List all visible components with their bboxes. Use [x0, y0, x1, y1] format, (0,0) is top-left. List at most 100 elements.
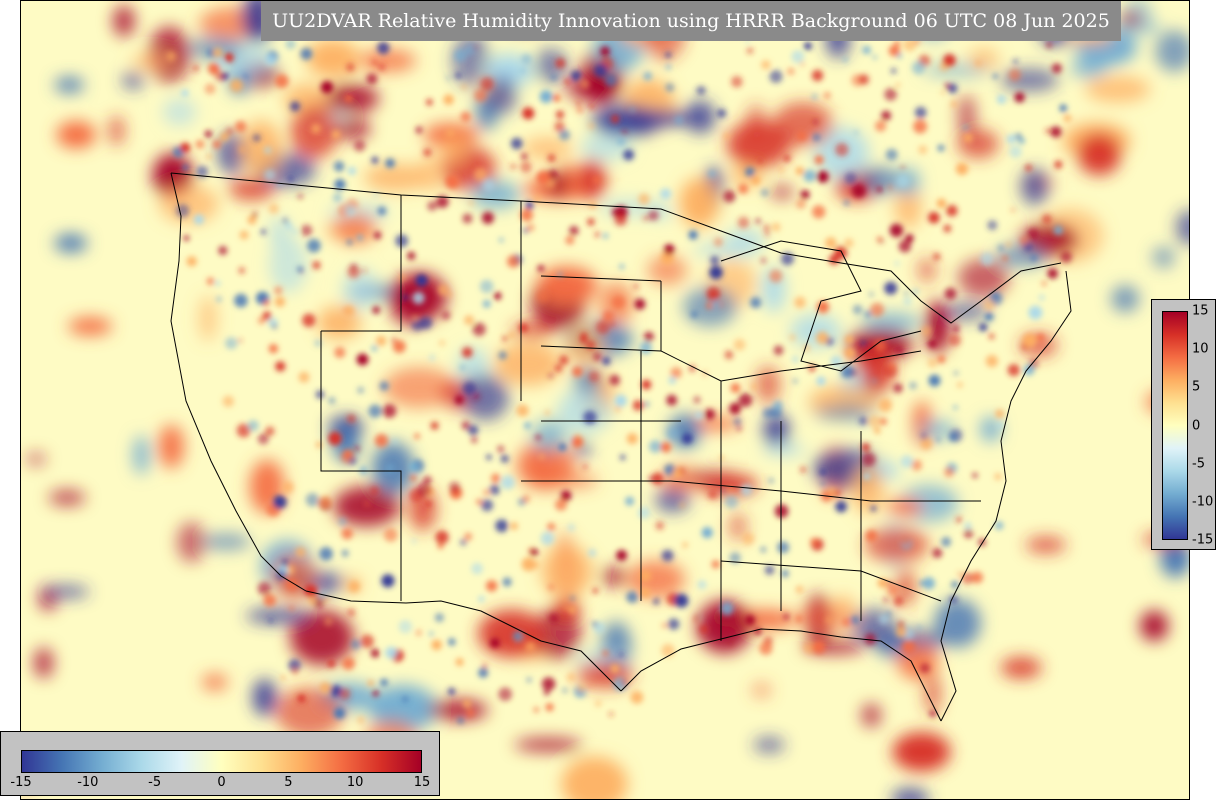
negative-innovation-speck [434, 613, 444, 623]
positive-innovation-speck [592, 176, 601, 184]
positive-innovation-blob [56, 121, 96, 149]
negative-innovation-speck [338, 517, 347, 526]
negative-innovation-speck [850, 615, 860, 625]
positive-innovation-speck [372, 306, 381, 314]
negative-innovation-speck [1039, 295, 1045, 301]
positive-innovation-speck [522, 107, 535, 120]
positive-innovation-blob [1025, 536, 1066, 554]
negative-innovation-speck [540, 531, 555, 546]
negative-innovation-speck [1023, 242, 1033, 252]
negative-innovation-speck [813, 133, 821, 142]
positive-innovation-speck [257, 582, 271, 596]
positive-innovation-blob [177, 522, 206, 563]
positive-innovation-speck [763, 224, 771, 232]
negative-innovation-speck [498, 351, 507, 360]
positive-innovation-speck [670, 367, 682, 379]
positive-innovation-speck [180, 142, 191, 153]
positive-innovation-speck [552, 94, 561, 102]
positive-innovation-speck [441, 311, 451, 320]
positive-innovation-speck [346, 414, 356, 424]
positive-innovation-speck [927, 358, 938, 368]
positive-innovation-speck [609, 321, 616, 327]
negative-innovation-speck [665, 83, 675, 92]
positive-innovation-speck [592, 588, 598, 594]
positive-innovation-speck [438, 339, 446, 346]
positive-innovation-speck [660, 442, 672, 453]
positive-innovation-speck [937, 355, 946, 363]
negative-innovation-speck [980, 252, 994, 266]
negative-innovation-speck [841, 365, 855, 379]
positive-innovation-speck [929, 710, 937, 717]
positive-innovation-speck [737, 216, 750, 229]
positive-innovation-speck [761, 60, 771, 70]
positive-innovation-speck [407, 251, 416, 260]
negative-innovation-speck [334, 179, 346, 191]
positive-innovation-speck [713, 237, 723, 247]
negative-innovation-speck [862, 45, 871, 55]
positive-innovation-speck [304, 584, 318, 598]
negative-innovation-speck [393, 439, 398, 444]
negative-innovation-speck [1006, 134, 1016, 144]
positive-innovation-speck [738, 393, 753, 407]
positive-innovation-blob [478, 609, 546, 658]
negative-innovation-speck [570, 595, 575, 601]
negative-innovation-speck [408, 462, 419, 472]
positive-innovation-speck [370, 648, 380, 658]
negative-innovation-speck [710, 255, 719, 265]
positive-innovation-speck [1014, 92, 1025, 103]
negative-innovation-speck [307, 238, 321, 253]
positive-innovation-speck [498, 687, 512, 701]
negative-innovation-blob [54, 77, 84, 93]
positive-innovation-speck [300, 224, 313, 237]
positive-innovation-blob [726, 120, 791, 168]
negative-innovation-speck [1059, 104, 1067, 112]
negative-innovation-speck [745, 167, 755, 177]
negative-innovation-speck [914, 106, 927, 119]
positive-innovation-speck [257, 317, 266, 325]
negative-innovation-speck [681, 433, 693, 444]
negative-innovation-speck [193, 214, 204, 225]
positive-innovation-speck [555, 498, 567, 511]
negative-innovation-speck [987, 220, 998, 231]
positive-innovation-speck [530, 548, 538, 556]
negative-innovation-speck [619, 264, 625, 269]
negative-innovation-speck [750, 297, 762, 309]
positive-innovation-blob [494, 342, 562, 386]
negative-innovation-speck [216, 296, 222, 302]
negative-innovation-speck [768, 478, 774, 484]
positive-innovation-speck [825, 237, 837, 249]
negative-innovation-speck [803, 169, 816, 182]
negative-innovation-blob [470, 180, 521, 209]
positive-innovation-speck [794, 296, 806, 309]
negative-innovation-blob [557, 388, 611, 434]
positive-innovation-speck [415, 126, 423, 134]
positive-innovation-speck [610, 114, 620, 124]
positive-innovation-speck [719, 455, 724, 460]
positive-innovation-speck [903, 38, 917, 52]
negative-innovation-speck [992, 73, 998, 79]
positive-innovation-speck [774, 504, 789, 518]
positive-innovation-blob [428, 699, 488, 721]
colorbar-bottom-tick: -15 [10, 775, 32, 790]
negative-innovation-speck [181, 89, 189, 97]
positive-innovation-speck [345, 62, 355, 72]
negative-innovation-speck [695, 411, 703, 419]
negative-innovation-speck [793, 379, 798, 384]
positive-innovation-speck [588, 122, 595, 130]
negative-innovation-speck [816, 376, 826, 386]
positive-innovation-speck [1024, 164, 1033, 172]
negative-innovation-speck [247, 420, 259, 432]
negative-innovation-speck [897, 53, 902, 59]
positive-innovation-blob [158, 424, 185, 469]
positive-innovation-speck [298, 194, 303, 199]
colorbar-right-tick: -10 [1192, 494, 1214, 510]
positive-innovation-speck [948, 334, 961, 347]
positive-innovation-blob [442, 134, 467, 165]
positive-innovation-speck [520, 208, 533, 222]
positive-innovation-blob [894, 185, 922, 229]
positive-innovation-speck [816, 331, 829, 345]
negative-innovation-blob [668, 414, 702, 449]
positive-innovation-speck [521, 557, 536, 572]
positive-innovation-speck [431, 639, 442, 651]
positive-innovation-speck [376, 335, 387, 346]
